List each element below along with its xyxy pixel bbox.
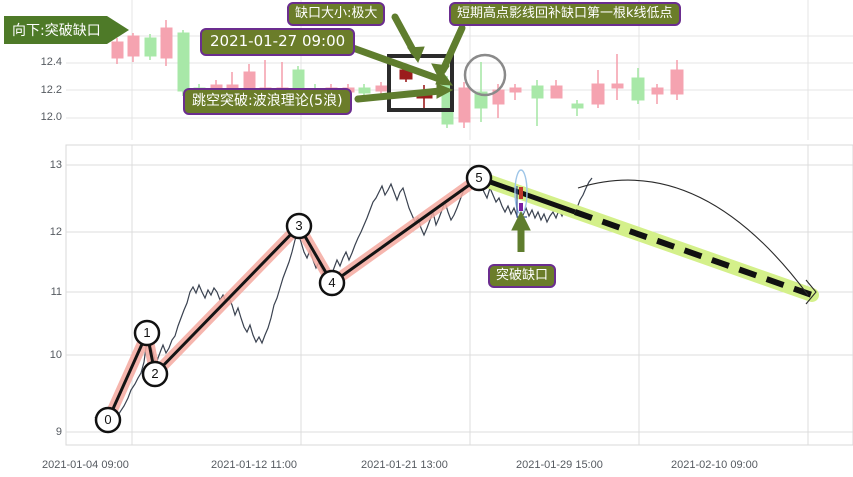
projection-arc-end-mark (805, 279, 817, 305)
top-ylabel-1: 12.2 (40, 84, 62, 96)
main-ylabel-0: 13 (49, 159, 62, 171)
gap-fill-circle-marker (463, 53, 507, 97)
top-ylabel-0: 12.4 (40, 56, 62, 68)
forecast-trend-dashed (574, 209, 813, 298)
wave-point-label-5: 5 (475, 170, 483, 185)
direction-banner-label: 向下:突破缺口 (4, 16, 107, 44)
main-xlabel-3: 2021-01-29 15:00 (516, 459, 603, 471)
projection-arc (577, 179, 809, 296)
wave-analysis-svg (65, 144, 853, 446)
wave-line (106, 176, 481, 422)
main-ylabel-2: 11 (50, 286, 62, 298)
main-ylabel-4: 9 (55, 426, 62, 438)
main-xlabel-4: 2021-02-10 09:00 (671, 459, 758, 471)
main-xlabel-2: 2021-01-21 13:00 (361, 459, 448, 471)
breakout-gap-label: 突破缺口 (488, 264, 557, 288)
price-line (94, 176, 593, 427)
gap-breakout-theory-label: 跳空突破:波浪理论(5浪) (183, 88, 352, 115)
breakout-gap-arrow (511, 210, 531, 252)
wave-point-label-1: 1 (143, 325, 151, 340)
wave-point-label-2: 2 (151, 366, 159, 381)
gap-date-label: 2021-01-27 09:00 (200, 28, 356, 56)
wave-analysis-panel: 0 1 2 3 4 5 13 12 11 10 9 2021-01-04 09:… (0, 140, 853, 477)
main-ylabel-1: 12 (49, 226, 62, 238)
top-ylabel-2: 12.0 (40, 111, 62, 123)
main-xlabel-0: 2021-01-04 09:00 (42, 459, 129, 471)
wave-point-markers (94, 164, 493, 434)
grid-horizontal (66, 164, 853, 433)
direction-banner: 向下:突破缺口 (4, 16, 129, 44)
shadow-fill-label: 短期高点影线回补缺口第一根k线低点 (449, 2, 681, 26)
direction-banner-arrow-tip (106, 16, 129, 44)
annotation-arrows (349, 13, 466, 103)
main-ylabel-3: 10 (49, 349, 62, 361)
wave-point-label-3: 3 (295, 218, 303, 233)
gap-size-label: 缺口大小:极大 (287, 2, 386, 26)
wave-point-label-4: 4 (328, 275, 336, 290)
wave-point-label-0: 0 (104, 412, 112, 427)
main-xlabel-1: 2021-01-12 11:00 (211, 459, 298, 471)
